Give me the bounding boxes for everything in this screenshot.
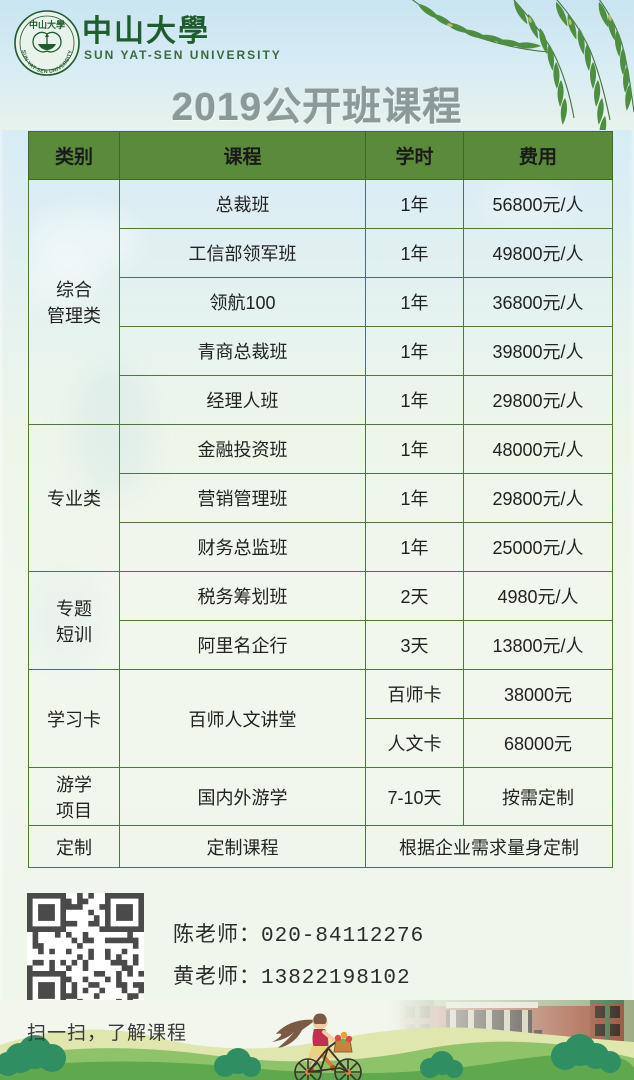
svg-text:中山大學: 中山大學	[29, 19, 65, 30]
